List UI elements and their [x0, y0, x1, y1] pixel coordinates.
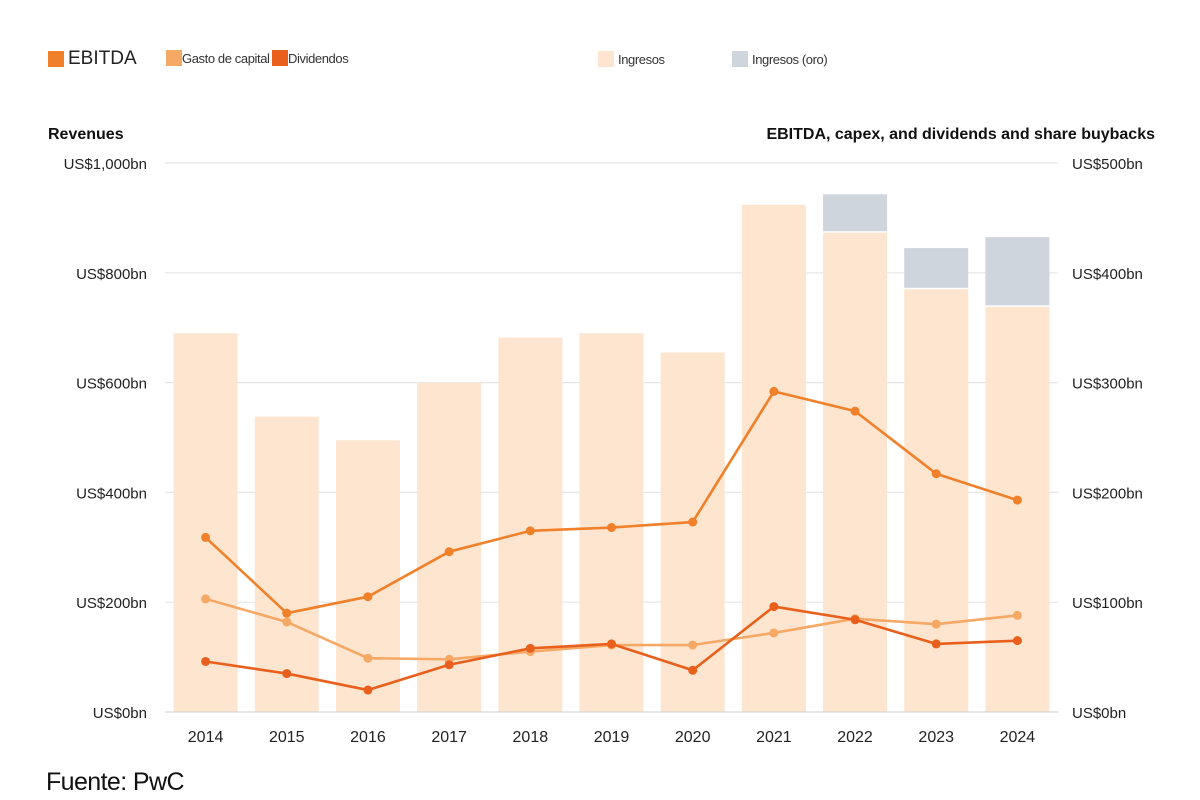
legend-item-ebitda: EBITDA	[48, 48, 137, 70]
capex-point	[201, 594, 211, 604]
capex-point	[282, 617, 292, 627]
dividends-point	[769, 602, 779, 612]
legend-swatch-revenue-gold	[732, 51, 748, 67]
right-axis-title: EBITDA, capex, and dividends and share b…	[766, 126, 1155, 143]
legend-label-ebitda: EBITDA	[68, 48, 137, 69]
revenue-gold-bar	[823, 194, 888, 232]
ebitda-point	[1012, 495, 1022, 505]
right-tick-label: US$200bn	[1072, 485, 1143, 502]
capex-point	[1012, 610, 1022, 620]
legend-label-dividends: Dividendos	[288, 50, 349, 66]
ebitda-point	[201, 532, 211, 542]
legend-label-capex: Gasto de capital	[182, 50, 270, 66]
ebitda-point	[769, 386, 779, 396]
x-tick-label: 2014	[188, 729, 224, 746]
legend-label-revenue: Ingresos	[618, 51, 665, 67]
left-tick-label: US$0bn	[93, 705, 147, 722]
left-tick-label: US$600bn	[76, 376, 147, 393]
source-note: Fuente: PwC	[46, 768, 185, 796]
chart-legend: EBITDA Gasto de capital Dividendos Ingre…	[0, 48, 1200, 78]
ebitda-point	[931, 469, 941, 479]
left-tick-label: US$400bn	[76, 485, 147, 502]
legend-label-revenue-gold: Ingresos (oro)	[752, 51, 828, 67]
capex-point	[363, 653, 373, 663]
legend-swatch-ebitda	[48, 51, 64, 67]
legend-item-revenue-gold: Ingresos (oro)	[732, 51, 828, 67]
ebitda-point	[850, 406, 860, 416]
ebitda-point	[282, 608, 292, 618]
x-tick-label: 2021	[756, 729, 792, 746]
revenue-bar	[985, 306, 1050, 712]
legend-swatch-capex	[166, 50, 182, 66]
dividends-point	[688, 665, 698, 675]
legend-item-dividends: Dividendos	[272, 50, 349, 66]
left-tick-label: US$800bn	[76, 266, 147, 283]
right-tick-label: US$400bn	[1072, 266, 1143, 283]
legend-item-capex: Gasto de capital	[166, 50, 270, 66]
revenue-gold-bar	[985, 237, 1050, 306]
dividends-point	[931, 639, 941, 649]
x-tick-label: 2018	[513, 729, 549, 746]
x-tick-label: 2019	[594, 729, 630, 746]
legend-item-revenue: Ingresos	[598, 51, 665, 67]
ebitda-point	[607, 523, 616, 533]
legend-swatch-dividends	[272, 50, 288, 66]
x-tick-label: 2015	[269, 729, 305, 746]
revenue-bar	[823, 232, 888, 712]
left-tick-label: US$1,000bn	[64, 156, 147, 173]
dividends-point	[363, 685, 373, 695]
x-tick-label: 2016	[350, 729, 386, 746]
revenue-gold-bar	[904, 248, 969, 288]
right-tick-label: US$500bn	[1072, 156, 1143, 173]
dividends-point	[444, 660, 454, 670]
capex-point	[931, 619, 941, 629]
right-tick-label: US$300bn	[1072, 376, 1143, 393]
revenue-bar	[660, 352, 725, 712]
dividends-point	[607, 639, 616, 649]
x-tick-label: 2022	[837, 729, 873, 746]
dividends-point	[525, 643, 535, 653]
revenue-bar	[254, 416, 319, 712]
ebitda-point	[525, 526, 535, 536]
revenue-bar	[173, 333, 238, 712]
revenue-bar	[741, 204, 806, 712]
dividends-point	[850, 615, 860, 625]
ebitda-point	[363, 592, 373, 602]
revenue-bar	[335, 440, 400, 712]
capex-point	[769, 628, 779, 638]
capex-point	[688, 640, 698, 650]
revenue-bar	[904, 289, 969, 712]
right-tick-label: US$0bn	[1072, 705, 1126, 722]
dividends-point	[282, 669, 292, 679]
x-tick-label: 2020	[675, 729, 711, 746]
right-tick-label: US$100bn	[1072, 595, 1143, 612]
left-tick-label: US$200bn	[76, 595, 147, 612]
ebitda-point	[688, 517, 698, 527]
legend-swatch-revenue	[598, 51, 614, 67]
left-axis-title: Revenues	[48, 126, 124, 143]
x-tick-label: 2024	[1000, 729, 1036, 746]
revenue-bar	[579, 333, 644, 712]
x-tick-label: 2023	[918, 729, 954, 746]
dividends-point	[1012, 636, 1022, 646]
x-tick-label: 2017	[431, 729, 467, 746]
ebitda-point	[444, 547, 454, 557]
dividends-point	[201, 656, 211, 666]
